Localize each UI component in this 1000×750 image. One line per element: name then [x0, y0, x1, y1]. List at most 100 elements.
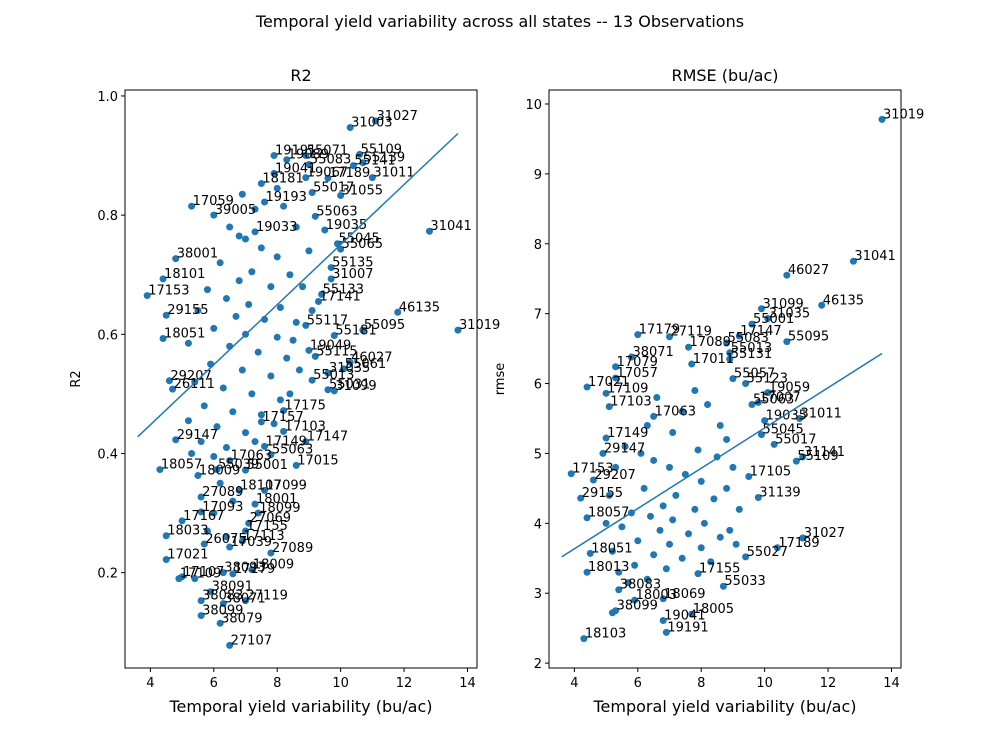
point-label: 31011 [801, 406, 842, 421]
data-point [302, 174, 310, 182]
data-point [773, 544, 781, 552]
figure-title: Temporal yield variability across all st… [255, 12, 745, 31]
point-label: 55017 [313, 180, 354, 195]
data-point [200, 540, 208, 548]
point-label: 18103 [585, 627, 626, 642]
data-point [659, 502, 667, 510]
point-label: 17141 [319, 290, 360, 305]
x-axis-label: Temporal yield variability (bu/ac) [593, 697, 857, 716]
point-label: 18181 [262, 172, 303, 187]
data-point [672, 491, 680, 499]
data-point [764, 389, 772, 397]
data-point [330, 387, 338, 395]
data-point [207, 588, 215, 596]
y-tick-label: 7 [534, 308, 542, 323]
point-label: 17153 [148, 284, 189, 299]
point-label: 55117 [307, 313, 348, 328]
point-label: 31027 [804, 526, 845, 541]
data-point [602, 434, 610, 442]
data-point [242, 527, 250, 535]
point-label: 18101 [164, 267, 205, 282]
subplot-title: R2 [290, 66, 311, 85]
data-point [742, 553, 750, 561]
data-point [314, 298, 322, 306]
point-label: 26111 [174, 377, 215, 392]
point-label: 19049 [310, 338, 351, 353]
data-point [723, 339, 731, 347]
data-point [742, 380, 750, 388]
point-label: 27069 [250, 511, 291, 526]
point-label: 55123 [747, 372, 788, 387]
data-point [327, 264, 335, 272]
data-point [650, 456, 658, 464]
point-label: 55027 [747, 545, 788, 560]
x-axis-label: Temporal yield variability (bu/ac) [169, 697, 433, 716]
point-label: 18033 [167, 524, 208, 539]
point-label: 55033 [724, 574, 765, 589]
point-label: 17079 [617, 355, 658, 370]
data-point [729, 375, 737, 383]
data-point [302, 321, 310, 329]
data-point [694, 570, 702, 578]
point-label: 55013 [313, 368, 354, 383]
point-label: 38083 [202, 589, 243, 604]
point-label: 29147 [604, 441, 645, 456]
data-point [346, 124, 354, 132]
point-label: 17147 [740, 324, 781, 339]
data-point [818, 301, 826, 309]
point-label: 27089 [272, 541, 313, 556]
data-point [248, 390, 256, 398]
data-point [292, 223, 300, 231]
point-label: 29207 [594, 468, 635, 483]
data-point [602, 389, 610, 397]
data-point [235, 486, 243, 494]
point-label: 38083 [620, 578, 661, 593]
point-label: 27119 [247, 589, 288, 604]
data-point [586, 549, 594, 557]
data-point [238, 537, 246, 545]
data-point [659, 595, 667, 603]
data-point [726, 355, 734, 363]
data-point [583, 383, 591, 391]
data-point [735, 505, 743, 513]
data-point [213, 423, 221, 431]
point-label: 17175 [285, 399, 326, 414]
y-tick-label: 0.6 [97, 328, 118, 343]
data-point [226, 457, 234, 465]
data-point [356, 150, 364, 158]
data-point [735, 332, 743, 340]
data-point [631, 561, 639, 569]
data-point [599, 449, 607, 457]
data-point [634, 331, 642, 339]
point-label: 19033 [256, 220, 297, 235]
data-point [219, 600, 227, 608]
data-point [283, 156, 291, 164]
data-point [197, 438, 205, 446]
point-label: 55181 [335, 324, 376, 339]
trend-line [561, 352, 883, 558]
data-point [425, 227, 433, 235]
data-point [394, 308, 402, 316]
data-point [337, 245, 345, 253]
point-label: 29207 [170, 369, 211, 384]
point-label: 17155 [247, 519, 288, 534]
data-point [799, 534, 807, 542]
data-point [710, 495, 718, 503]
data-point [615, 568, 623, 576]
point-label: 38091 [212, 580, 253, 595]
data-point [346, 358, 354, 366]
data-point [612, 374, 620, 382]
point-label: 55013 [731, 341, 772, 356]
data-point [222, 533, 230, 541]
point-label: 17059 [193, 194, 234, 209]
point-label: 17109 [607, 381, 648, 396]
point-label: 17157 [262, 410, 303, 425]
x-tick-label: 4 [570, 676, 578, 691]
data-point [704, 401, 712, 409]
point-label: 38099 [617, 599, 658, 614]
point-label: 55001 [753, 312, 794, 327]
point-label: 17103 [610, 395, 651, 410]
point-label: 18009 [253, 558, 294, 573]
